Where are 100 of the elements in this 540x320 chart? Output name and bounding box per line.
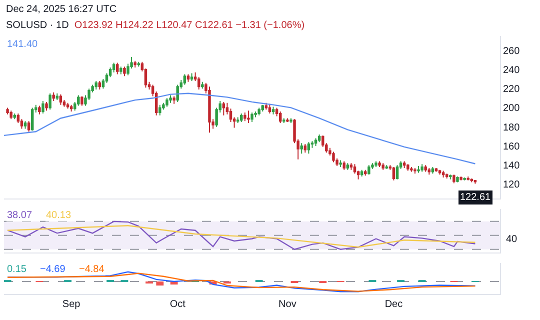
candlestick <box>445 173 448 179</box>
candlestick <box>190 72 194 82</box>
candlestick <box>470 178 474 183</box>
candlestick <box>208 86 211 134</box>
line-series <box>4 92 476 164</box>
candlestick <box>244 112 246 122</box>
candlestick <box>350 162 353 170</box>
text: 141.40 <box>7 39 38 50</box>
candlestick <box>364 169 367 176</box>
candlestick <box>420 164 424 172</box>
candlestick <box>392 166 396 181</box>
candlestick <box>434 167 438 172</box>
candlestick <box>10 110 12 120</box>
candlestick <box>236 116 240 124</box>
chart-title: SOLUSD · 1D <box>6 20 69 31</box>
candlestick <box>116 62 119 75</box>
series-label: 40.13 <box>46 210 72 221</box>
candlestick <box>250 112 254 123</box>
candlestick <box>183 74 186 86</box>
y-tick-label: 200 <box>503 103 520 114</box>
candlestick <box>286 118 289 123</box>
candlestick <box>66 102 70 110</box>
candlestick <box>424 164 427 172</box>
candlestick <box>460 176 462 181</box>
candlestick <box>282 118 286 124</box>
candlestick <box>59 94 62 106</box>
candlestick <box>378 160 381 168</box>
x-tick-label: Dec <box>384 299 403 310</box>
candlestick <box>112 62 116 73</box>
candlestick <box>169 94 172 104</box>
candlestick <box>166 98 168 108</box>
candlestick <box>406 164 410 172</box>
candlestick <box>137 61 140 68</box>
series-label: −4.69 <box>40 264 66 275</box>
candlestick <box>176 84 179 102</box>
candlestick <box>42 100 44 114</box>
candlestick <box>13 112 16 120</box>
candlestick <box>94 80 98 90</box>
candlestick <box>38 105 41 115</box>
candlestick <box>449 174 452 180</box>
candlestick <box>172 96 176 104</box>
y-tick-label: 160 <box>503 141 520 152</box>
candlestick <box>452 174 456 184</box>
candlestick <box>197 76 200 90</box>
candlestick <box>272 106 275 115</box>
candlestick <box>222 101 226 116</box>
candlestick <box>30 107 34 132</box>
candlestick <box>52 92 55 102</box>
y-tick-label: 240 <box>503 64 520 76</box>
candlestick <box>474 180 477 184</box>
candlestick <box>261 104 264 112</box>
candlestick <box>360 169 364 178</box>
series-label: 0.15 <box>7 264 27 275</box>
candlestick <box>456 176 459 183</box>
candlestick <box>410 166 413 172</box>
candlestick <box>300 142 303 154</box>
candlestick <box>332 151 335 163</box>
annotation: 122.61 <box>460 192 492 203</box>
candlestick <box>278 111 282 124</box>
candlestick <box>120 66 122 75</box>
candlestick <box>417 166 420 174</box>
candlestick <box>56 92 59 101</box>
candlestick <box>123 66 126 77</box>
candlestick <box>45 101 48 112</box>
y-tick-label: 120 <box>503 180 520 191</box>
chart-subtitle: O123.92 H124.22 L120.47 C122.61 −1.31 (−1.06%) <box>74 20 305 31</box>
candlestick <box>24 120 27 130</box>
candlestick <box>463 177 466 181</box>
x-tick-label: Sep <box>62 299 81 310</box>
series-label: 38.07 <box>7 210 32 221</box>
candlestick <box>158 104 162 116</box>
y-tick-label: 220 <box>503 84 520 96</box>
candlestick <box>374 160 378 168</box>
candlestick <box>6 107 9 115</box>
candlestick <box>27 120 30 132</box>
candlestick <box>431 166 434 174</box>
candlestick <box>186 74 190 82</box>
candlestick <box>466 176 470 181</box>
candlestick <box>254 111 257 118</box>
text: Dec 24, 2025 16:27 UTC <box>6 4 117 15</box>
candlestick <box>442 170 445 178</box>
candlestick <box>134 60 136 68</box>
candlestick <box>318 134 321 143</box>
candlestick <box>80 96 84 106</box>
y-tick-label: 260 <box>503 46 520 57</box>
candlestick <box>346 162 350 170</box>
y-tick-label: 180 <box>503 122 520 134</box>
candlestick <box>290 118 292 124</box>
candlestick <box>98 80 102 90</box>
candlestick <box>304 144 307 154</box>
candlestick <box>240 112 243 123</box>
candlestick <box>48 92 52 110</box>
x-tick-label: Nov <box>278 299 296 310</box>
candlestick <box>385 164 388 170</box>
candlestick <box>70 104 73 112</box>
candlestick <box>307 142 310 154</box>
candlestick <box>428 167 431 176</box>
candlestick <box>77 94 80 106</box>
candlestick <box>368 164 370 176</box>
candlestick <box>258 107 260 116</box>
